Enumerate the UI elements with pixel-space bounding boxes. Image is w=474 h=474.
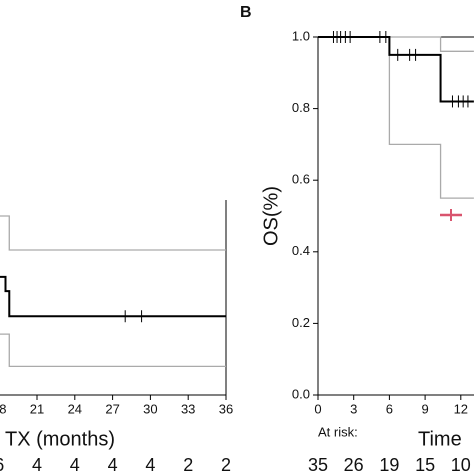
y-tick-label: 0.4: [292, 243, 310, 258]
y-tick-label: 0.0: [292, 386, 310, 401]
risk-count: 2: [221, 455, 231, 474]
x-tick-label: 9: [421, 401, 428, 416]
risk-count: 35: [308, 455, 328, 474]
y-tick-label: 1.0: [292, 28, 310, 43]
x-tick-label: 27: [105, 401, 119, 416]
x-tick-label: 3: [350, 401, 357, 416]
x-tick-label: 30: [143, 401, 157, 416]
risk-count: 2: [183, 455, 193, 474]
risk-count: 6: [0, 455, 4, 474]
survival-curve: [0, 333, 226, 368]
survival-curve: [318, 36, 474, 52]
risk-count: 4: [32, 455, 42, 474]
risk-count: 10: [451, 455, 471, 474]
survival-curve: [318, 36, 474, 103]
survival-curve: [318, 36, 474, 199]
x-tick-label: 6: [386, 401, 393, 416]
risk-count: 4: [70, 455, 80, 474]
survival-curve: [0, 215, 226, 251]
risk-count: 4: [108, 455, 118, 474]
risk-count: 15: [415, 455, 435, 474]
x-tick-label: 21: [30, 401, 44, 416]
risk-count: 19: [379, 455, 399, 474]
x-tick-label: 33: [181, 401, 195, 416]
x-tick-label: 36: [219, 401, 233, 416]
x-axis-title: Time: [418, 428, 462, 450]
x-tick-label: 0: [314, 401, 321, 416]
y-axis-title: OS(%): [260, 186, 282, 246]
survival-curve: [0, 275, 226, 318]
risk-label: At risk:: [318, 424, 358, 439]
risk-count: 4: [145, 455, 155, 474]
x-tick-label: 12: [454, 401, 468, 416]
y-tick-label: 0.2: [292, 315, 310, 330]
panel-label: B: [240, 4, 252, 21]
y-tick-label: 0.8: [292, 100, 310, 115]
risk-count: 26: [344, 455, 364, 474]
x-axis-title: TX (months): [5, 428, 115, 450]
x-tick-label: 18: [0, 401, 6, 416]
x-tick-label: 24: [68, 401, 82, 416]
y-tick-label: 0.6: [292, 172, 310, 187]
